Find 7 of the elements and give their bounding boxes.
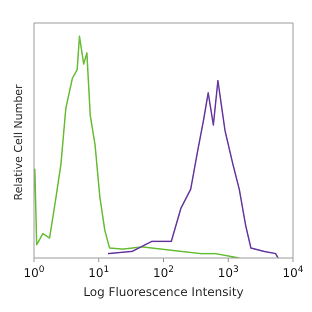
x-tick-label: 10$^{3}$ bbox=[218, 265, 239, 280]
x-tick-label: 10$^{0}$ bbox=[23, 265, 45, 280]
y-axis-title: Relative Cell Number bbox=[12, 84, 25, 200]
x-tick-label: 10$^{4}$ bbox=[282, 265, 304, 280]
x-tick-label: 10$^{1}$ bbox=[88, 265, 110, 280]
x-axis-title: Log Fluorescence Intensity bbox=[83, 285, 244, 299]
x-tick-label: 10$^{2}$ bbox=[152, 265, 174, 280]
